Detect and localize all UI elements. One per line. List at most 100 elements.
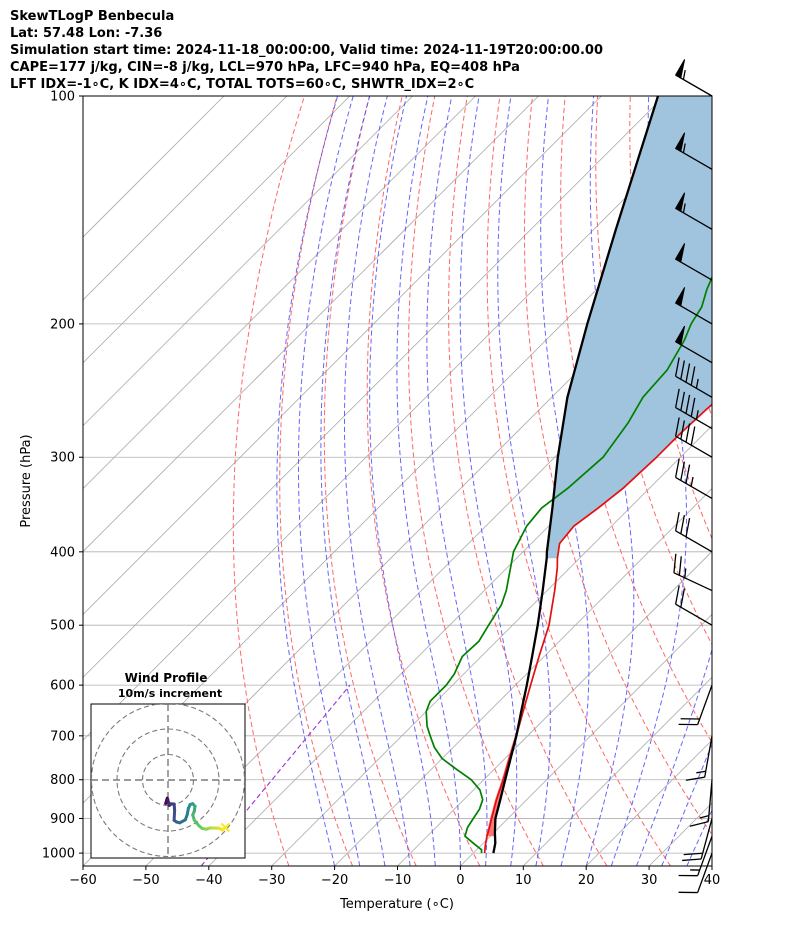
hodograph-ring [91,704,245,858]
isotherm-line [83,96,476,490]
wind-barb [682,818,713,862]
isotherm-line [460,613,712,866]
isotherm-line [83,110,712,741]
wind-barb [674,357,713,398]
wind-barbs [673,59,713,894]
simulation-times: Simulation start time: 2024-11-18_00:00:… [10,43,603,58]
wind-barb [678,684,713,726]
moist-adiabat-line [426,96,488,866]
wind-barb [674,59,713,97]
moist-adiabat-line [636,648,712,866]
cape-area [546,96,712,559]
moist-adiabat-line [497,96,551,866]
dewpoint-line [425,275,712,854]
dry-adiabat-line [323,96,417,866]
x-tick-label: −60 [69,873,96,888]
dry-adiabat-line [448,96,608,866]
isotherm-line [711,865,712,866]
moist-adiabat-line [610,96,687,866]
moist-adiabat-line [298,96,361,866]
x-tick-label: 20 [578,873,595,888]
wind-barb [678,852,713,894]
wind-barb [674,511,713,553]
isotherm-line [83,96,539,553]
y-tick-label: 800 [50,773,75,788]
y-tick-label: 900 [50,812,75,827]
y-tick-label: 1000 [42,847,75,862]
wind-barb [674,585,713,626]
convective-parameters: CAPE=177 j/kg, CIN=-8 j/kg, LCL=970 hPa,… [10,60,520,75]
x-tick-label: 10 [515,873,532,888]
stability-indices: LFT IDX=-1∘C, K IDX=4∘C, TOTAL TOTS=60∘C… [10,77,475,92]
x-tick-label: −40 [195,873,222,888]
x-tick-label: 40 [704,873,721,888]
wind-barb [674,417,713,458]
hodograph-segment [172,808,177,822]
parcel-path-line [492,96,660,854]
isotherm-line [83,96,602,615]
moist-adiabat-line [344,96,411,866]
y-tick-label: 100 [50,90,75,105]
wind-barb [674,325,713,364]
y-tick-label: 500 [50,619,75,634]
y-tick-label: 700 [50,729,75,744]
y-tick-label: 400 [50,545,75,560]
wind-barb [674,192,713,230]
hodograph-subtitle: 10m/s increment [118,687,222,700]
moist-adiabat-line [711,864,712,866]
dry-adiabat-line [232,96,305,866]
moist-adiabat-line [459,96,518,866]
wind-barb [674,243,713,281]
dry-adiabat-line [524,96,712,836]
moist-adiabat-line [369,96,436,866]
station-location: Lat: 57.48 Lon: -7.36 [10,26,163,41]
isotherm-line [397,550,712,866]
hodograph-end-marker [220,822,231,833]
chart-header: SkewTLogP Benbecula Lat: 57.48 Lon: -7.3… [10,8,603,93]
moist-adiabat-line [540,96,590,866]
moist-adiabat-line [320,96,386,866]
hodograph-title: Wind Profile [125,671,208,685]
y-tick-label: 600 [50,679,75,694]
isotherm-line [271,425,712,866]
dry-adiabat-line [366,96,481,866]
isotherm-line [523,676,712,866]
plot-background [83,96,794,866]
station-title: SkewTLogP Benbecula [10,9,175,24]
x-tick-label: −20 [321,873,348,888]
x-tick-label: −30 [258,873,285,888]
wind-barb [673,553,713,592]
x-tick-label: −10 [384,873,411,888]
x-tick-label: 0 [456,873,464,888]
x-tick-label: 30 [641,873,658,888]
wind-barb [674,287,713,325]
moist-adiabat-line [276,96,339,866]
isotherm-line [83,96,288,301]
isotherm-line [145,299,712,866]
moist-adiabat-line [396,96,461,866]
axes: −60 −50 −40 −30 −20 −10 0 10 20 30 40 100 200 300 400 5… [42,90,720,889]
isotherm-line [334,488,712,866]
wind-barb [678,836,713,877]
mixing-ratio-line [200,684,351,866]
wind-barb [689,779,713,827]
dry-adiabat-line [486,96,672,866]
isotherm-line [83,96,413,427]
temperature-line [483,403,712,854]
x-tick-label: −50 [132,873,159,888]
y-tick-label: 300 [50,451,75,466]
x-axis-label: Temperature (∘C) [339,897,454,912]
dry-adiabat-line [728,96,794,866]
dry-adiabat-line [595,96,712,646]
moist-adiabat-line [686,808,712,866]
isotherm-line [83,96,225,238]
dry-adiabat-line [761,96,794,866]
dry-adiabat-line [408,96,544,866]
y-axis-label: Pressure (hPa) [19,434,34,527]
moist-adiabat-line [661,742,712,866]
hodograph-inset [90,703,246,859]
wind-barb [674,458,713,499]
y-tick-label: 200 [50,317,75,332]
isotherm-line [83,96,351,364]
